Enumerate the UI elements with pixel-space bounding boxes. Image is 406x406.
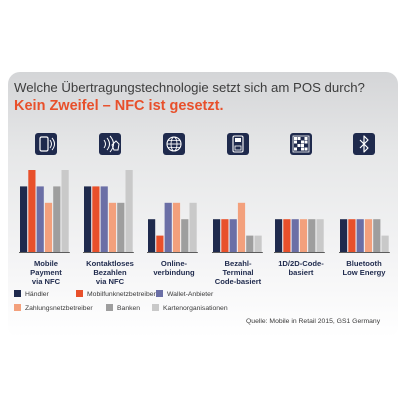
- bar: [28, 170, 36, 252]
- chart-title: Welche Übertragungstechnologie setzt sic…: [14, 80, 365, 95]
- category-label: Code-basiert: [215, 277, 262, 286]
- legend-swatch: [156, 290, 163, 297]
- category-label: Kontaktloses: [86, 259, 134, 268]
- bar: [283, 219, 291, 252]
- bar: [340, 219, 348, 252]
- bar: [291, 219, 299, 252]
- bar: [108, 202, 117, 252]
- legend-label: Mobilfunknetzbetreiber: [87, 291, 156, 298]
- legend-swatch: [76, 290, 83, 297]
- phone-nfc-icon: [35, 133, 57, 155]
- bar: [254, 235, 262, 252]
- bar: [125, 170, 133, 252]
- category-label: basiert: [289, 268, 314, 277]
- bar: [246, 235, 254, 252]
- bar: [373, 219, 381, 252]
- chart-subtitle: Kein Zweifel – NFC ist gesetzt.: [14, 98, 224, 114]
- category-label: Bezahl-: [224, 259, 251, 268]
- bar: [356, 219, 364, 252]
- category-label: Low Energy: [342, 268, 386, 277]
- legend-swatch: [14, 304, 21, 311]
- category-label: Online-: [161, 259, 188, 268]
- bar: [61, 170, 69, 252]
- bar: [189, 202, 197, 252]
- category-label: verbindung: [153, 268, 195, 277]
- bar: [92, 186, 100, 252]
- bar: [20, 186, 28, 252]
- bar: [100, 186, 108, 252]
- bar: [299, 219, 308, 252]
- bluetooth-icon: [353, 133, 375, 155]
- legend-swatch: [152, 304, 159, 311]
- bar: [364, 219, 373, 252]
- category-label: Bluetooth: [346, 259, 382, 268]
- contactless-card-icon: [99, 133, 121, 155]
- terminal-icon: [227, 133, 249, 155]
- bar: [53, 186, 61, 252]
- bar: [237, 202, 246, 252]
- category-label: Bezahlen: [93, 268, 127, 277]
- globe-icon: [163, 133, 185, 155]
- bar: [229, 219, 237, 252]
- bar: [316, 219, 324, 252]
- bar: [381, 235, 389, 252]
- bar: [84, 186, 92, 252]
- bar: [348, 219, 356, 252]
- legend-label: Händler: [25, 291, 50, 298]
- bar: [221, 219, 229, 252]
- bar: [117, 202, 125, 252]
- bar: [181, 219, 189, 252]
- chart-card: [8, 72, 398, 338]
- bar: [308, 219, 316, 252]
- bar: [275, 219, 283, 252]
- bar: [156, 235, 164, 252]
- category-label: Terminal: [222, 268, 253, 277]
- legend-label: Kartenorganisationen: [163, 305, 228, 312]
- bar: [148, 219, 156, 252]
- legend-label: Banken: [117, 305, 140, 312]
- category-label: via NFC: [96, 277, 125, 286]
- bar: [172, 202, 181, 252]
- qr-code-icon: [290, 133, 312, 155]
- legend-label: Zahlungsnetzbetreiber: [25, 305, 93, 312]
- legend-swatch: [106, 304, 113, 311]
- bar: [164, 202, 172, 252]
- legend-swatch: [14, 290, 21, 297]
- bar: [213, 219, 221, 252]
- category-label: via NFC: [32, 277, 61, 286]
- category-label: Payment: [30, 268, 62, 277]
- legend-label: Wallet-Anbieter: [167, 291, 214, 298]
- source-note: Quelle: Mobile in Retail 2015, GS1 Germa…: [246, 318, 381, 325]
- bar: [44, 202, 53, 252]
- category-label: 1D/2D-Code-: [278, 259, 324, 268]
- category-label: Mobile: [34, 259, 58, 268]
- bar: [36, 186, 44, 252]
